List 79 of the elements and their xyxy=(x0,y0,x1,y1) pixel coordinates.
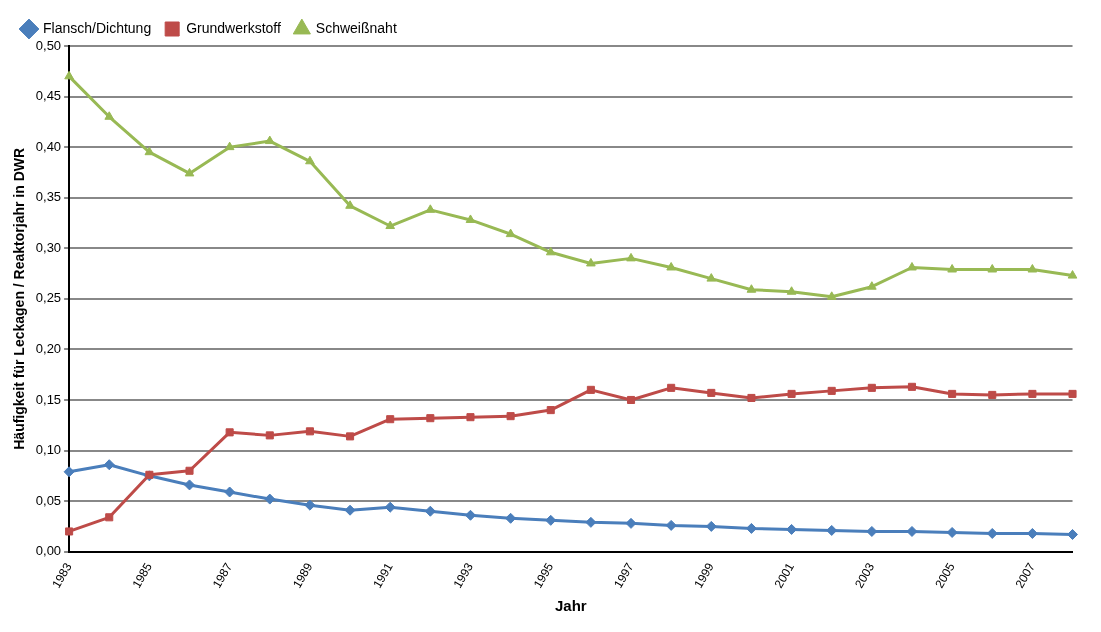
point xyxy=(987,264,998,273)
point xyxy=(947,264,957,273)
point xyxy=(225,428,234,437)
point xyxy=(706,273,717,282)
point xyxy=(185,466,194,475)
point xyxy=(344,504,356,516)
point xyxy=(506,412,515,421)
y-tick-label: 0,00 xyxy=(35,543,62,559)
point xyxy=(867,383,876,392)
point xyxy=(586,257,596,267)
point xyxy=(1027,264,1038,273)
point xyxy=(787,389,796,398)
point xyxy=(667,383,676,392)
point xyxy=(265,431,274,440)
y-tick-label: 0,15 xyxy=(35,391,62,407)
point xyxy=(425,204,436,213)
legend-label: Schweißnaht xyxy=(315,19,397,36)
point xyxy=(546,406,555,415)
point xyxy=(224,141,235,151)
point xyxy=(665,519,677,531)
point xyxy=(105,513,114,522)
point xyxy=(585,516,597,528)
point xyxy=(586,385,595,394)
point xyxy=(305,427,314,436)
point xyxy=(746,284,757,293)
point xyxy=(626,395,636,405)
point xyxy=(264,493,276,505)
y-tick-label: 0,50 xyxy=(35,37,62,53)
point xyxy=(948,389,957,398)
point xyxy=(988,390,997,399)
point xyxy=(384,501,396,513)
point xyxy=(345,200,355,209)
point xyxy=(184,479,196,491)
point xyxy=(827,386,836,395)
point xyxy=(907,261,917,271)
point xyxy=(103,459,115,471)
point xyxy=(465,214,476,223)
point xyxy=(426,414,435,423)
y-tick-label: 0,05 xyxy=(35,492,62,508)
legend-label: Flansch/Dichtung xyxy=(43,19,152,36)
point xyxy=(346,432,355,441)
point xyxy=(666,261,676,271)
y-tick-label: 0,20 xyxy=(35,340,62,356)
point xyxy=(786,286,797,295)
point xyxy=(1067,528,1079,540)
y-tick-label: 0,40 xyxy=(35,138,62,154)
point xyxy=(545,246,556,256)
point xyxy=(1028,389,1037,398)
y-axis-title: Häufigkeit für Leckagen / Reaktorjahr in DWR xyxy=(11,147,28,450)
point xyxy=(64,70,74,80)
point xyxy=(466,413,475,422)
point xyxy=(385,220,396,230)
point xyxy=(104,111,115,120)
point xyxy=(1067,270,1078,279)
y-tick-label: 0,30 xyxy=(35,239,62,255)
y-tick-label: 0,35 xyxy=(35,189,62,205)
point xyxy=(826,291,837,300)
y-tick-label: 0,10 xyxy=(35,442,62,458)
x-axis-title: Jahr xyxy=(554,597,587,615)
point xyxy=(224,486,236,498)
point xyxy=(304,499,316,511)
y-tick-label: 0,25 xyxy=(35,290,62,306)
y-tick-label: 0,45 xyxy=(35,88,62,104)
point xyxy=(65,527,74,536)
point xyxy=(305,155,315,165)
point xyxy=(867,281,877,290)
point xyxy=(946,526,958,538)
point xyxy=(907,382,917,391)
point xyxy=(826,524,838,536)
point xyxy=(707,388,716,397)
point xyxy=(1068,389,1077,398)
point xyxy=(264,135,275,145)
point xyxy=(63,466,75,478)
point xyxy=(626,252,636,262)
legend-label: Grundwerkstoff xyxy=(186,19,281,36)
point xyxy=(386,415,395,424)
point xyxy=(184,167,195,177)
point xyxy=(747,393,756,402)
point xyxy=(505,228,516,238)
